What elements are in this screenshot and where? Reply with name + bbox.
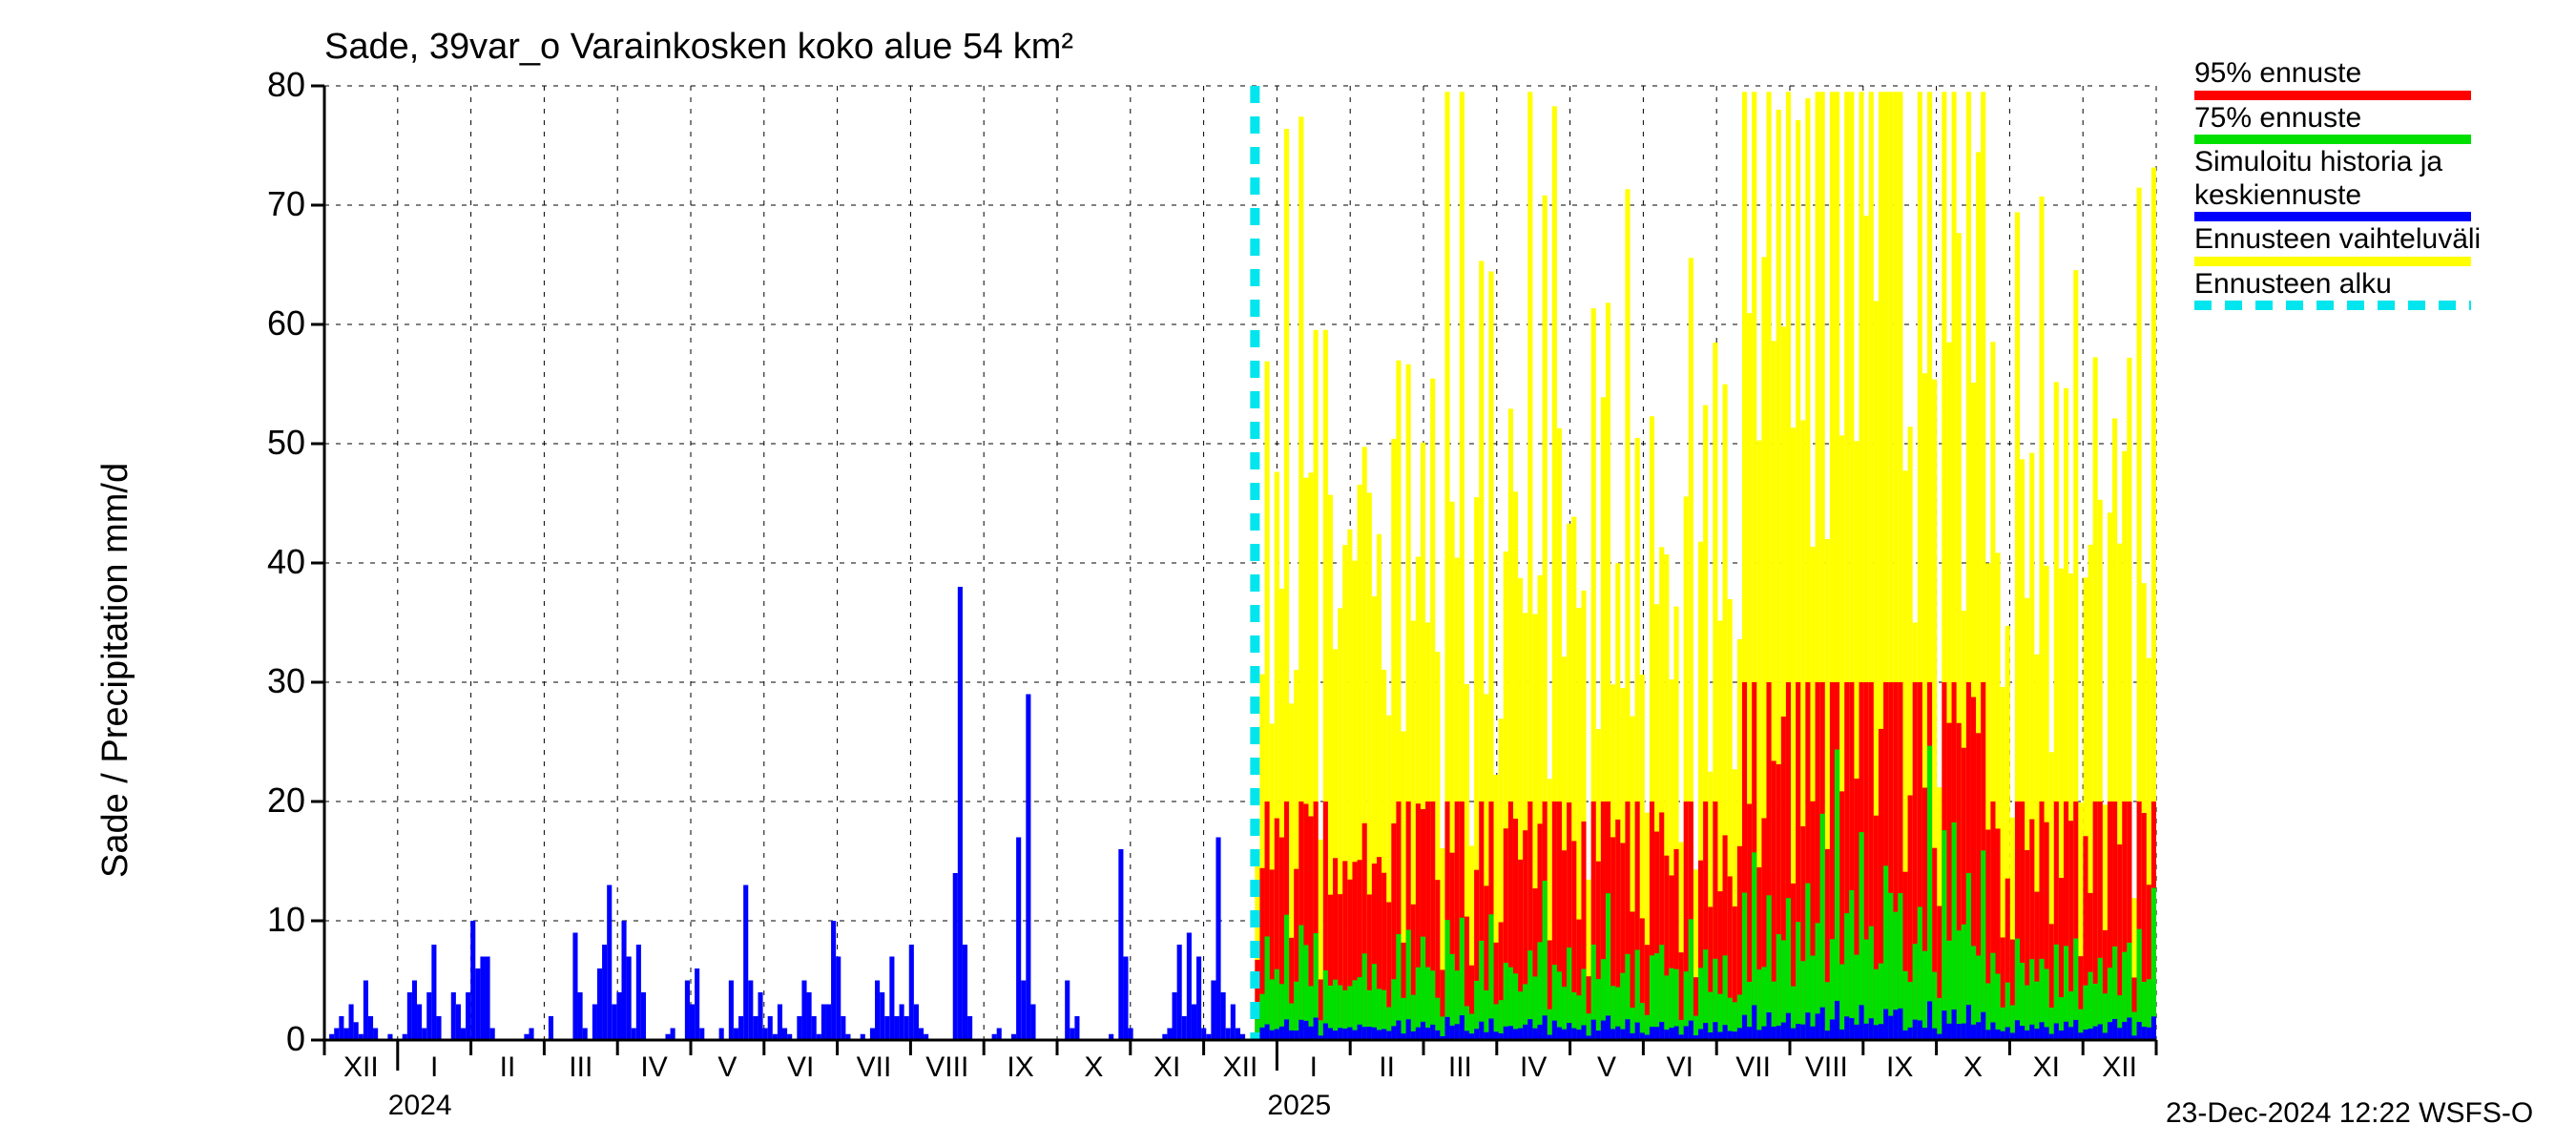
- x-tick-label: II: [474, 1051, 541, 1084]
- legend-label: 75% ennuste: [2194, 102, 2481, 135]
- legend-swatch: [2194, 257, 2471, 266]
- legend-label: Simuloitu historia ja keskiennuste: [2194, 146, 2481, 212]
- x-tick-label: XI: [2013, 1051, 2080, 1084]
- footer-timestamp: 23-Dec-2024 12:22 WSFS-O: [2166, 1097, 2533, 1130]
- x-tick-label: I: [1280, 1051, 1347, 1084]
- y-tick-label: 20: [219, 781, 305, 821]
- legend-item: Ennusteen vaihteluväli: [2194, 223, 2481, 266]
- legend-swatch: [2194, 301, 2471, 310]
- legend-item: 95% ennuste: [2194, 57, 2481, 100]
- x-tick-label: VII: [1720, 1051, 1787, 1084]
- chart-svg: [0, 0, 2576, 1145]
- legend-label: 95% ennuste: [2194, 57, 2481, 91]
- legend-swatch: [2194, 91, 2471, 100]
- legend: 95% ennuste 75% ennuste Simuloitu historia…: [2194, 57, 2481, 310]
- x-tick-label: V: [694, 1051, 760, 1084]
- x-tick-label: IX: [987, 1051, 1054, 1084]
- y-tick-label: 10: [219, 900, 305, 940]
- y-tick-label: 40: [219, 542, 305, 582]
- y-tick-label: 70: [219, 184, 305, 224]
- x-tick-label: X: [1940, 1051, 2006, 1084]
- x-tick-label: IX: [1866, 1051, 1933, 1084]
- legend-item: Ennusteen alku: [2194, 268, 2481, 311]
- x-tick-label: XI: [1133, 1051, 1200, 1084]
- chart-container: Sade, 39var_o Varainkosken koko alue 54 …: [0, 0, 2576, 1145]
- y-tick-label: 60: [219, 303, 305, 344]
- legend-swatch: [2194, 135, 2471, 144]
- x-tick-label: X: [1060, 1051, 1127, 1084]
- x-tick-label: IV: [1500, 1051, 1567, 1084]
- x-tick-label: I: [401, 1051, 467, 1084]
- y-tick-label: 0: [219, 1019, 305, 1059]
- x-tick-label: IV: [621, 1051, 688, 1084]
- y-tick-label: 50: [219, 423, 305, 463]
- year-label: 2024: [388, 1090, 452, 1122]
- legend-item: Simuloitu historia ja keskiennuste: [2194, 146, 2481, 221]
- x-tick-label: XII: [2087, 1051, 2153, 1084]
- y-tick-label: 30: [219, 661, 305, 701]
- x-tick-label: VI: [1647, 1051, 1714, 1084]
- x-tick-label: V: [1573, 1051, 1640, 1084]
- x-tick-label: VI: [767, 1051, 834, 1084]
- x-tick-label: II: [1354, 1051, 1421, 1084]
- legend-label: Ennusteen alku: [2194, 268, 2481, 302]
- legend-swatch: [2194, 212, 2471, 221]
- y-tick-label: 80: [219, 65, 305, 105]
- legend-item: 75% ennuste: [2194, 102, 2481, 145]
- legend-label: Ennusteen vaihteluväli: [2194, 223, 2481, 257]
- x-tick-label: VII: [841, 1051, 907, 1084]
- x-tick-label: VIII: [1793, 1051, 1859, 1084]
- x-tick-label: VIII: [914, 1051, 981, 1084]
- x-tick-label: III: [1426, 1051, 1493, 1084]
- x-tick-label: XII: [327, 1051, 394, 1084]
- year-label: 2025: [1267, 1090, 1331, 1122]
- x-tick-label: III: [548, 1051, 614, 1084]
- x-tick-label: XII: [1207, 1051, 1274, 1084]
